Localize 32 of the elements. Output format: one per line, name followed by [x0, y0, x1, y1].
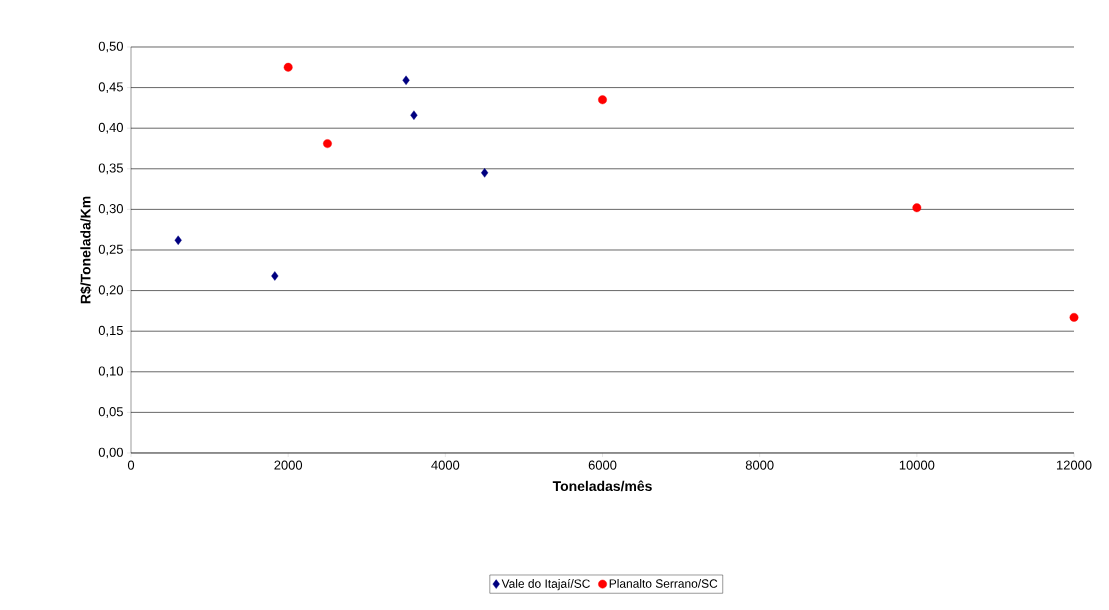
point [174, 235, 182, 245]
x-tick-label: 0 [127, 460, 135, 470]
y-tick-label: 0,05 [98, 407, 123, 418]
y-tick-label: 0,20 [98, 285, 123, 296]
y-tick-label: 0,50 [98, 41, 123, 53]
y-axis-title: R$/Tonelada/Km [80, 196, 92, 304]
x-tick-label: 12000 [1056, 460, 1092, 470]
point [271, 271, 279, 281]
x-tick-label: 10000 [899, 460, 935, 470]
y-tick-label: 0,00 [98, 447, 123, 459]
y-tick-label: 0,25 [98, 244, 123, 256]
point [598, 95, 607, 105]
point [1069, 312, 1079, 322]
x-tick-label: 4000 [431, 460, 460, 470]
point [912, 203, 922, 213]
y-tick-label: 0,15 [98, 325, 123, 337]
x-tick-label: 6000 [588, 460, 617, 470]
point [402, 75, 410, 85]
y-tick-label: 0,40 [98, 122, 123, 134]
point [410, 110, 418, 120]
x-axis-title: Toneladas/mês [552, 480, 652, 492]
x-tick-label: 2000 [274, 460, 303, 470]
x-tick-label: 8000 [745, 460, 774, 470]
point [323, 139, 332, 149]
y-tick-label: 0,10 [98, 366, 123, 378]
point [481, 168, 489, 178]
y-tick-label: 0,30 [98, 204, 123, 215]
legend-label: Vale do Itajaí/SC [501, 578, 590, 591]
y-tick-label: 0,35 [98, 163, 123, 175]
y-tick-label: 0,45 [98, 82, 123, 93]
point [283, 62, 293, 72]
legend-label: Planalto Serrano/SC [609, 579, 718, 588]
